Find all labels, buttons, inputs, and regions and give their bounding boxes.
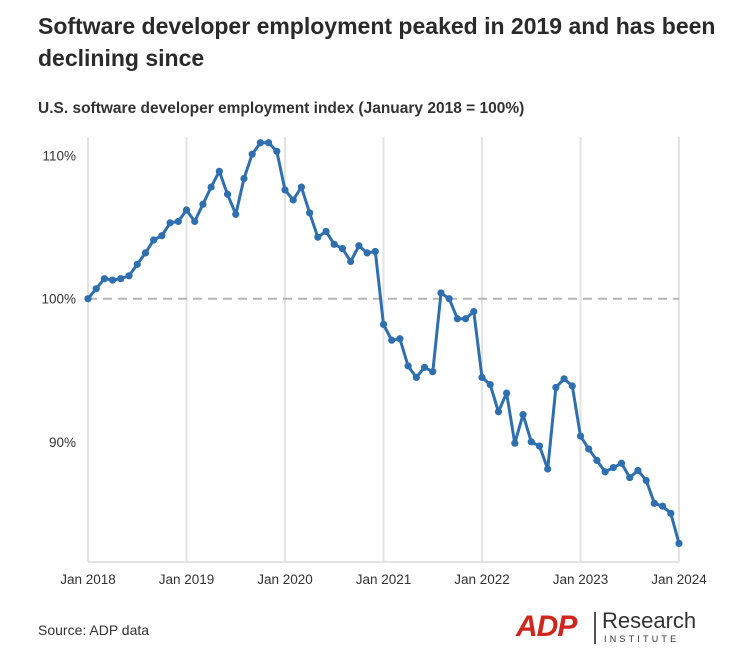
- data-point: [133, 260, 141, 268]
- data-point: [338, 245, 347, 253]
- data-point: [404, 362, 412, 370]
- data-point: [166, 219, 174, 227]
- data-point: [379, 320, 388, 329]
- data-point: [371, 247, 379, 256]
- line-chart: Jan 2018 Jan 2019 Jan 2020 Jan 2021 Jan 2022…: [41, 137, 707, 587]
- data-point: [84, 295, 92, 303]
- data-point: [191, 217, 199, 226]
- data-point: [658, 502, 667, 510]
- x-tick-label: Jan 2024: [651, 572, 707, 587]
- data-point: [527, 438, 535, 446]
- data-point: [478, 373, 486, 382]
- x-tick-label: Jan 2019: [159, 572, 215, 587]
- data-point: [609, 463, 617, 472]
- x-tick-label: Jan 2018: [60, 572, 116, 587]
- data-point: [182, 206, 191, 214]
- logo-divider: [594, 612, 596, 644]
- y-tick-label: 110%: [42, 149, 76, 164]
- source-note: Source: ADP data: [38, 622, 150, 638]
- data-point: [494, 408, 503, 416]
- data-point: [273, 147, 281, 155]
- data-point: [330, 240, 338, 248]
- data-point: [560, 375, 568, 383]
- data-point: [470, 307, 478, 316]
- logo-institute-text: INSTITUTE: [604, 634, 680, 644]
- data-point: [322, 227, 330, 236]
- data-point: [109, 276, 117, 284]
- data-point: [347, 257, 355, 266]
- data-point: [585, 445, 593, 453]
- data-point: [150, 236, 158, 244]
- data-point: [486, 380, 494, 389]
- data-point: [256, 139, 264, 147]
- data-point: [461, 315, 470, 323]
- data-point: [626, 473, 634, 482]
- data-point: [420, 363, 429, 371]
- data-point: [355, 242, 363, 250]
- data-point: [552, 383, 560, 392]
- data-point: [174, 217, 182, 226]
- data-point: [503, 389, 511, 397]
- data-point: [429, 368, 437, 376]
- data-point: [511, 439, 519, 447]
- data-point: [215, 167, 223, 175]
- data-point: [412, 373, 420, 382]
- adp-research-logo: ADP Research INSTITUTE: [516, 608, 726, 648]
- data-point: [92, 285, 100, 293]
- data-point: [667, 509, 675, 517]
- data-point: [100, 275, 109, 283]
- data-point: [396, 335, 404, 343]
- data-point: [248, 150, 256, 158]
- data-point: [388, 336, 396, 344]
- data-point: [544, 465, 552, 473]
- data-point: [437, 289, 445, 297]
- x-tick-label: Jan 2022: [454, 572, 510, 587]
- data-point: [634, 466, 642, 475]
- data-point: [675, 539, 683, 547]
- data-point: [232, 210, 240, 218]
- data-point: [264, 139, 273, 147]
- x-tick-label: Jan 2020: [257, 572, 313, 587]
- y-tick-label: 100%: [41, 292, 76, 307]
- data-point: [314, 233, 322, 241]
- data-point: [363, 249, 371, 257]
- data-point: [289, 196, 297, 204]
- data-point: [617, 459, 626, 467]
- data-point: [125, 272, 133, 280]
- data-point: [297, 183, 306, 191]
- y-tick-label: 90%: [49, 435, 76, 450]
- logo-research-text: Research: [602, 608, 697, 633]
- data-point: [199, 200, 207, 208]
- data-point: [306, 209, 314, 217]
- data-point: [535, 442, 544, 450]
- data-point: [223, 190, 232, 198]
- x-tick-label: Jan 2021: [356, 572, 412, 587]
- data-point: [207, 183, 215, 191]
- data-point: [568, 382, 576, 390]
- adp-logo-mark: ADP: [516, 610, 577, 643]
- data-point: [593, 456, 601, 465]
- data-point: [650, 499, 658, 507]
- data-point: [117, 275, 125, 283]
- chart-subtitle: U.S. software developer employment index…: [38, 100, 525, 117]
- data-point: [519, 411, 527, 419]
- data-point: [642, 476, 650, 485]
- data-point: [445, 295, 453, 303]
- data-point: [141, 249, 150, 257]
- chart-title: Software developer employment peaked in …: [38, 13, 716, 71]
- x-tick-label: Jan 2023: [553, 572, 609, 587]
- data-point: [453, 315, 461, 323]
- data-point: [158, 232, 166, 240]
- data-point: [281, 186, 289, 194]
- data-point: [576, 432, 585, 440]
- data-point: [240, 174, 248, 183]
- data-point: [601, 468, 609, 476]
